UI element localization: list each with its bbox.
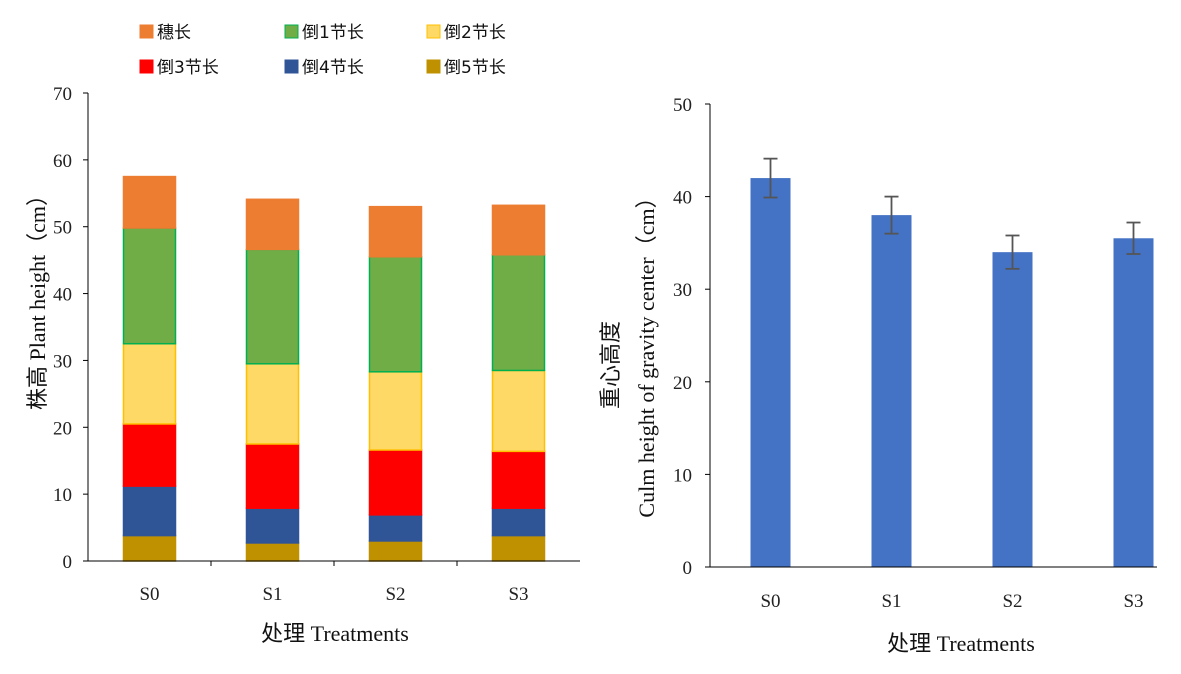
y-tick-label: 10 xyxy=(673,465,692,486)
bar-segment-3-0 xyxy=(491,534,546,562)
y-tick-label: 0 xyxy=(683,558,693,579)
bar-segment-0-5 xyxy=(122,175,177,229)
bar-segment-2-2 xyxy=(368,449,423,516)
bar-1 xyxy=(871,215,912,567)
bar-segment-2-3 xyxy=(368,371,423,451)
x-tick-label: S2 xyxy=(1002,591,1022,612)
y-tick-label: 0 xyxy=(63,552,73,573)
bar-2 xyxy=(992,252,1033,567)
bar-segment-3-3 xyxy=(491,369,546,453)
legend-label: 穗长 xyxy=(157,23,191,43)
legend-label: 倒3节长 xyxy=(157,58,219,78)
bar-segment-1-3 xyxy=(245,363,300,445)
y-tick-label: 60 xyxy=(53,151,72,172)
y-axis-ticks: 0 10 20 30 40 50 60 70 xyxy=(53,84,88,573)
bar-segment-3-2 xyxy=(491,450,546,509)
x-tick-label: S2 xyxy=(385,584,405,605)
bar-segment-0-0 xyxy=(122,534,177,562)
x-tick-label: S1 xyxy=(262,584,282,605)
bars xyxy=(750,157,1154,567)
legend-label: 倒1节长 xyxy=(302,23,364,43)
bar-segment-2-5 xyxy=(368,205,423,258)
x-tick-label: S3 xyxy=(508,584,528,605)
y-tick-label: 70 xyxy=(53,84,72,105)
y-tick-label: 40 xyxy=(53,285,72,306)
error-bar-1 xyxy=(884,195,899,235)
legend-swatch xyxy=(139,59,154,74)
bar-segment-2-1 xyxy=(368,514,423,542)
bar-segment-0-3 xyxy=(122,342,177,425)
x-tick-label: S0 xyxy=(760,591,780,612)
bar-segment-1-2 xyxy=(245,443,300,509)
bar-segment-1-4 xyxy=(245,248,300,365)
x-axis-title: 处理 Treatments xyxy=(261,621,409,646)
x-tick-label: S0 xyxy=(139,584,159,605)
y-tick-label: 10 xyxy=(53,485,72,506)
x-axis-ticks: S0 S1 S2 S3 xyxy=(139,561,529,605)
bar-3 xyxy=(1113,238,1154,567)
legend-label: 倒4节长 xyxy=(302,58,364,78)
legend-swatch xyxy=(284,24,299,39)
error-bar-3 xyxy=(1126,221,1141,255)
y-axis-ticks: 0 10 20 30 40 50 xyxy=(673,95,710,579)
bar-segment-0-4 xyxy=(122,227,177,345)
bar-segment-1-0 xyxy=(245,542,300,562)
x-tick-label: S3 xyxy=(1123,591,1143,612)
error-bar-0 xyxy=(763,157,778,199)
legend-label: 倒5节长 xyxy=(444,58,506,78)
x-axis-ticks: S0 S1 S2 S3 xyxy=(760,591,1143,612)
y-tick-label: 20 xyxy=(53,418,72,439)
legend-label: 倒2节长 xyxy=(444,23,506,43)
bar-segment-3-5 xyxy=(491,204,546,256)
bar-segment-2-4 xyxy=(368,256,423,373)
x-axis-title: 处理 Treatments xyxy=(887,631,1035,656)
legend-swatch xyxy=(284,59,299,74)
bar-segment-3-4 xyxy=(491,254,546,372)
bar-segment-1-1 xyxy=(245,507,300,544)
x-tick-label: S1 xyxy=(881,591,901,612)
y-tick-label: 30 xyxy=(53,351,72,372)
y-tick-label: 20 xyxy=(673,373,692,394)
error-bar-2 xyxy=(1005,234,1020,270)
y-tick-label: 50 xyxy=(673,95,692,116)
bar-segment-3-1 xyxy=(491,507,546,537)
y-axis-title: 株高 Plant height（cm） xyxy=(25,184,50,410)
y-tick-label: 50 xyxy=(53,218,72,239)
legend-swatch xyxy=(426,24,441,39)
legend-swatch xyxy=(139,24,154,39)
bar-segment-0-2 xyxy=(122,423,177,487)
bars xyxy=(122,175,546,562)
y-tick-label: 30 xyxy=(673,280,692,301)
bar-segment-2-0 xyxy=(368,540,423,562)
bar-0 xyxy=(750,178,791,567)
y-tick-label: 40 xyxy=(673,188,692,209)
y-axis-title-line1: 重心高度 xyxy=(598,321,623,409)
legend-swatch xyxy=(426,59,441,74)
bar-segment-1-5 xyxy=(245,198,300,251)
bar-segment-0-1 xyxy=(122,485,177,537)
y-axis-title-line2: Culm height of gravity center（cm） xyxy=(634,186,659,517)
